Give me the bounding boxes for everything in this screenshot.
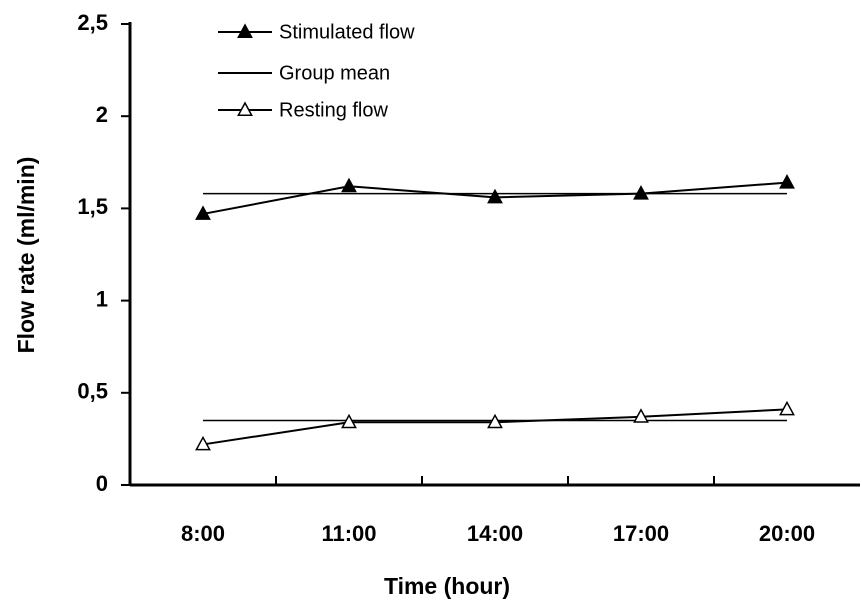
- point-marker: [487, 188, 503, 204]
- legend-label: Stimulated flow: [279, 21, 415, 43]
- legend-marker: [237, 23, 253, 38]
- point-marker: [779, 174, 795, 189]
- point-marker: [779, 400, 795, 416]
- y-tick-label: 2,5: [77, 10, 108, 35]
- point-marker: [341, 177, 357, 193]
- y-tick-label: 0,5: [77, 379, 108, 404]
- legend-marker: [237, 101, 253, 116]
- x-tick-label: 20:00: [759, 521, 815, 546]
- x-axis-title: Time (hour): [384, 573, 510, 599]
- point-marker: [341, 413, 357, 429]
- y-tick-label: 2: [96, 102, 108, 127]
- point-marker: [195, 435, 211, 451]
- point-marker: [633, 408, 649, 423]
- point-marker: [195, 205, 211, 220]
- point-marker: [633, 185, 649, 200]
- y-tick-label: 0: [96, 471, 108, 496]
- legend-label: Group mean: [279, 62, 390, 84]
- y-tick-label: 1: [96, 286, 108, 311]
- legend-label: Resting flow: [279, 99, 388, 121]
- x-tick-label: 17:00: [613, 521, 669, 546]
- x-tick-label: 11:00: [321, 521, 376, 546]
- y-tick-label: 1,5: [77, 194, 108, 219]
- point-marker: [487, 413, 503, 429]
- x-tick-label: 14:00: [467, 521, 523, 546]
- y-axis-title: Flow rate (ml/min): [13, 157, 39, 354]
- x-tick-label: 8:00: [181, 521, 225, 546]
